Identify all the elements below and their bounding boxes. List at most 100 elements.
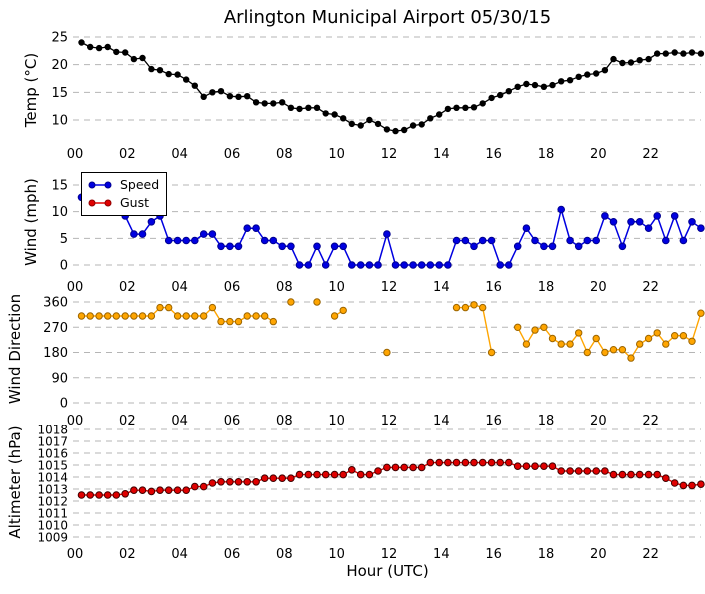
speed-marker xyxy=(391,261,400,269)
temp-marker xyxy=(165,70,172,78)
temp-marker xyxy=(322,110,329,117)
direction-line xyxy=(517,312,702,359)
direction-marker xyxy=(147,312,156,320)
direction-marker xyxy=(557,340,565,348)
speed-marker xyxy=(478,236,487,245)
altimeter-marker xyxy=(374,467,382,475)
altimeter-marker xyxy=(461,458,470,467)
speed-marker xyxy=(217,242,225,251)
temp-marker xyxy=(470,104,478,111)
altimeter-marker xyxy=(653,470,662,479)
x-tick-label: 00 xyxy=(67,547,84,560)
speed-marker xyxy=(138,230,147,238)
x-tick-label: 16 xyxy=(485,414,502,425)
temp-marker xyxy=(627,59,635,66)
temp-marker xyxy=(374,120,382,128)
y-tick-label: 1013 xyxy=(37,483,68,497)
direction-marker xyxy=(575,329,583,337)
temp-marker xyxy=(226,93,234,100)
temp-marker xyxy=(383,126,391,133)
direction-marker xyxy=(644,334,653,343)
y-tick-label: 10 xyxy=(51,114,68,129)
altimeter-marker xyxy=(513,462,522,471)
altimeter-marker xyxy=(321,470,330,479)
direction-marker xyxy=(688,337,696,345)
temp-marker xyxy=(87,43,94,51)
speed-marker xyxy=(644,224,653,232)
speed-marker xyxy=(199,230,208,238)
x-tick-label: 02 xyxy=(119,147,136,162)
wind-legend: Speed Gust xyxy=(81,172,167,216)
x-tick-label: 22 xyxy=(642,547,659,560)
speed-marker xyxy=(313,242,321,251)
altimeter-marker xyxy=(269,474,278,483)
altimeter-marker xyxy=(566,467,574,475)
speed-marker xyxy=(252,224,260,232)
y-tick-label: 1011 xyxy=(37,507,68,521)
direction-marker xyxy=(470,301,478,309)
temp-marker xyxy=(558,78,565,85)
speed-marker xyxy=(444,261,452,269)
temp-marker xyxy=(244,93,251,100)
x-tick-label: 10 xyxy=(328,547,345,560)
direction-marker xyxy=(313,298,321,306)
altimeter-marker xyxy=(574,467,583,475)
direction-marker xyxy=(609,346,618,354)
altimeter-marker xyxy=(365,470,374,479)
x-tick-label: 04 xyxy=(171,280,188,295)
speed-marker xyxy=(356,261,365,269)
direction-marker xyxy=(86,312,94,320)
temp-marker xyxy=(593,70,600,77)
speed-marker xyxy=(574,242,583,251)
x-tick-label: 04 xyxy=(171,414,188,425)
speed-marker xyxy=(688,218,696,226)
altimeter-marker xyxy=(348,466,356,474)
speed-marker xyxy=(522,224,531,232)
altimeter-marker xyxy=(670,479,679,487)
temp-marker xyxy=(235,93,242,101)
x-tick-label: 08 xyxy=(276,547,293,560)
altimeter-marker xyxy=(287,474,295,483)
speed-marker xyxy=(208,230,217,238)
temp-marker xyxy=(217,88,225,95)
x-tick-label: 22 xyxy=(642,414,659,425)
temp-marker xyxy=(688,49,696,56)
direction-marker xyxy=(138,312,147,320)
temp-marker xyxy=(357,122,364,129)
altimeter-marker xyxy=(252,478,260,486)
speed-marker xyxy=(513,242,522,251)
temp-marker xyxy=(549,81,556,89)
altimeter-marker xyxy=(234,478,243,486)
direction-marker xyxy=(662,340,670,348)
x-tick-label: 20 xyxy=(590,414,607,425)
temp-chart: 10 15 20 25 00 02 04 06 08 10 12 14 16 18 20 22 xyxy=(51,31,705,162)
x-tick-label: 12 xyxy=(381,414,398,425)
speed-marker xyxy=(627,218,635,226)
temp-marker xyxy=(340,115,347,122)
temp-marker xyxy=(183,76,190,83)
y-tick-label: 1017 xyxy=(37,435,68,449)
direction-marker xyxy=(217,317,225,326)
altimeter-marker xyxy=(522,462,531,471)
temp-marker xyxy=(566,77,574,84)
altimeter-marker xyxy=(409,463,417,472)
y-tick-label: 20 xyxy=(51,58,68,73)
speed-marker xyxy=(435,261,444,269)
temp-marker xyxy=(601,67,609,74)
x-tick-label: 02 xyxy=(119,280,136,295)
direction-marker xyxy=(243,312,251,320)
speed-marker xyxy=(452,236,461,245)
x-tick-label: 16 xyxy=(485,547,502,560)
y-tick-label: 270 xyxy=(43,321,68,336)
altimeter-marker xyxy=(217,478,225,486)
altimeter-marker xyxy=(435,458,444,467)
speed-marker xyxy=(679,236,688,245)
altimeter-marker xyxy=(383,463,391,472)
altimeter-marker xyxy=(627,470,635,479)
temp-marker xyxy=(209,89,216,96)
x-tick-label: 12 xyxy=(381,147,398,162)
gust-legend-swatch xyxy=(88,199,112,207)
speed-marker xyxy=(505,261,513,269)
temp-marker xyxy=(122,49,129,56)
temp-marker xyxy=(252,99,260,106)
